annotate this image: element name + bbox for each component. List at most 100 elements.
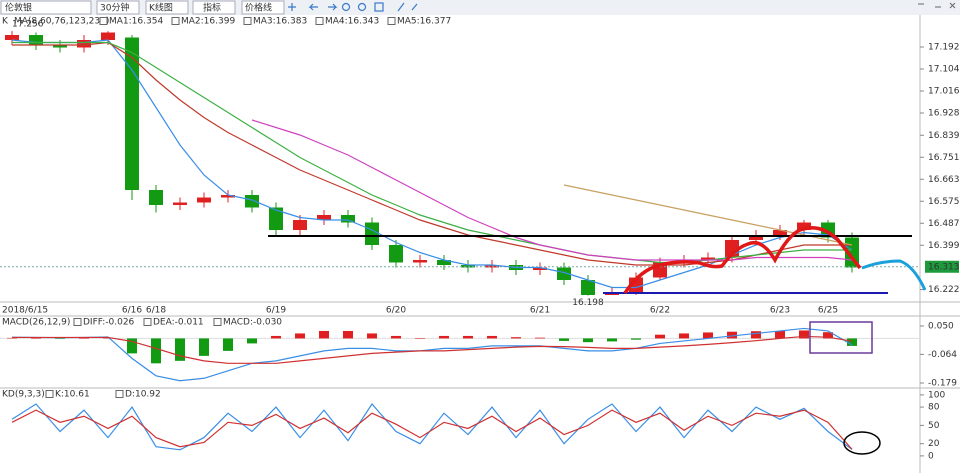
legend-checkbox xyxy=(243,17,252,25)
macd-bar xyxy=(535,337,545,339)
macd-bar xyxy=(727,331,737,339)
candle-body xyxy=(53,45,67,48)
indicator-select[interactable] xyxy=(192,0,236,15)
macd-bar xyxy=(7,337,17,339)
y-tick-label: 17.016 xyxy=(928,87,960,97)
candle-body xyxy=(77,40,91,48)
macd-bar xyxy=(655,334,665,339)
highlight-ellipse xyxy=(843,431,881,455)
macd-bar xyxy=(391,335,401,339)
zoom-out-icon[interactable] xyxy=(357,2,367,12)
series-line xyxy=(11,39,853,289)
series-line xyxy=(11,409,853,450)
symbol-select[interactable] xyxy=(0,0,92,15)
indicator: 指标 xyxy=(203,2,221,14)
right-icon[interactable] xyxy=(328,3,338,11)
symbol: 伦敦银 xyxy=(5,2,32,14)
candle-body xyxy=(293,220,307,230)
macd-bar xyxy=(607,338,617,342)
y-tick-label: 0 xyxy=(928,451,934,461)
legend-checkbox xyxy=(115,390,124,398)
legend-checkbox xyxy=(315,17,324,25)
macd-bar xyxy=(271,335,281,339)
low-label: 16.198 xyxy=(572,298,604,308)
y-tick-label: 100 xyxy=(928,390,945,400)
window-controls[interactable] xyxy=(918,2,956,9)
candle-body xyxy=(173,202,187,205)
candle-body xyxy=(5,35,19,40)
macd-bar xyxy=(823,332,833,339)
candle-body xyxy=(149,190,163,205)
candle-body xyxy=(29,35,43,45)
candle-body xyxy=(797,222,811,230)
macd-bar xyxy=(55,338,65,339)
macd-bar xyxy=(295,333,305,339)
fit-icon[interactable] xyxy=(374,2,384,12)
left-icon[interactable] xyxy=(308,3,318,11)
candle-body xyxy=(773,230,787,235)
macd-bar xyxy=(463,335,473,339)
x-tick-label: 6/21 xyxy=(530,306,550,316)
x-tick-label: 6/20 xyxy=(386,306,406,316)
macd-bar xyxy=(631,338,641,340)
series-line xyxy=(11,403,853,451)
forecast-curve xyxy=(861,259,927,291)
candle-body xyxy=(317,215,331,220)
y-tick-label: 0.050 xyxy=(928,321,954,331)
x-tick-label: 6/19 xyxy=(266,306,286,316)
candle-body xyxy=(437,260,451,265)
macd-bar xyxy=(151,338,161,364)
user-drawings xyxy=(268,226,927,455)
y-tick-label: 20 xyxy=(928,439,940,449)
macd-bar xyxy=(439,335,449,339)
high-label: 17.256 xyxy=(12,20,44,30)
y-tick-label: -0.064 xyxy=(928,350,957,360)
candle-body xyxy=(341,215,355,223)
y-tick-label: 16.663 xyxy=(928,175,960,185)
candle-body xyxy=(101,32,115,40)
x-tick-label: 6/25 xyxy=(818,306,838,316)
style-select[interactable] xyxy=(145,0,189,15)
series-line xyxy=(12,335,853,364)
series-line xyxy=(251,119,853,261)
legend-entry: MA5:16.377 xyxy=(397,17,451,27)
legend-entry: K:10.61 xyxy=(55,390,90,400)
x-tick-label: 6/18 xyxy=(146,306,166,316)
macd-bar xyxy=(511,337,521,339)
macd-bar xyxy=(775,330,785,339)
draw-icon[interactable] xyxy=(397,2,405,12)
x-tick-label: 6/23 xyxy=(770,306,790,316)
price-line: 价格线 xyxy=(245,2,272,14)
zoom-in-icon[interactable] xyxy=(341,2,351,12)
macd-bar xyxy=(247,338,257,344)
x-tick-label: 2018/6/15 xyxy=(2,306,48,316)
y-tick-label: 17.104 xyxy=(928,65,960,75)
legend-entry: MACD:-0.030 xyxy=(223,318,282,328)
macd-bar xyxy=(31,338,41,339)
price-line-select[interactable] xyxy=(241,0,285,15)
series-line xyxy=(11,327,853,382)
tool-icons[interactable] xyxy=(288,2,418,12)
y-tick-label: 16.839 xyxy=(928,131,960,141)
legend-checkbox xyxy=(213,318,222,326)
macd-bar xyxy=(679,333,689,339)
candle-body xyxy=(749,235,763,240)
macd-bar xyxy=(103,337,113,339)
candle-body xyxy=(197,197,211,203)
link-icon[interactable] xyxy=(411,3,418,11)
toolbar-bg xyxy=(0,0,960,15)
period-select[interactable] xyxy=(96,0,140,15)
x-tick-label: 6/22 xyxy=(650,306,670,316)
legend-entry: MA3:16.383 xyxy=(253,17,307,27)
y-tick-label: 50 xyxy=(928,421,940,431)
x-tick-label: 6/16 xyxy=(122,306,142,316)
crosshair-icon[interactable] xyxy=(288,3,296,11)
period: 30分钟 xyxy=(100,2,129,14)
macd-bar xyxy=(199,338,209,356)
candle-body xyxy=(581,280,595,295)
y-tick-label: 16.399 xyxy=(928,241,960,251)
candle-body xyxy=(365,222,379,245)
candle-body xyxy=(269,207,283,230)
panel-title: KD(9,3,3) xyxy=(2,390,45,400)
